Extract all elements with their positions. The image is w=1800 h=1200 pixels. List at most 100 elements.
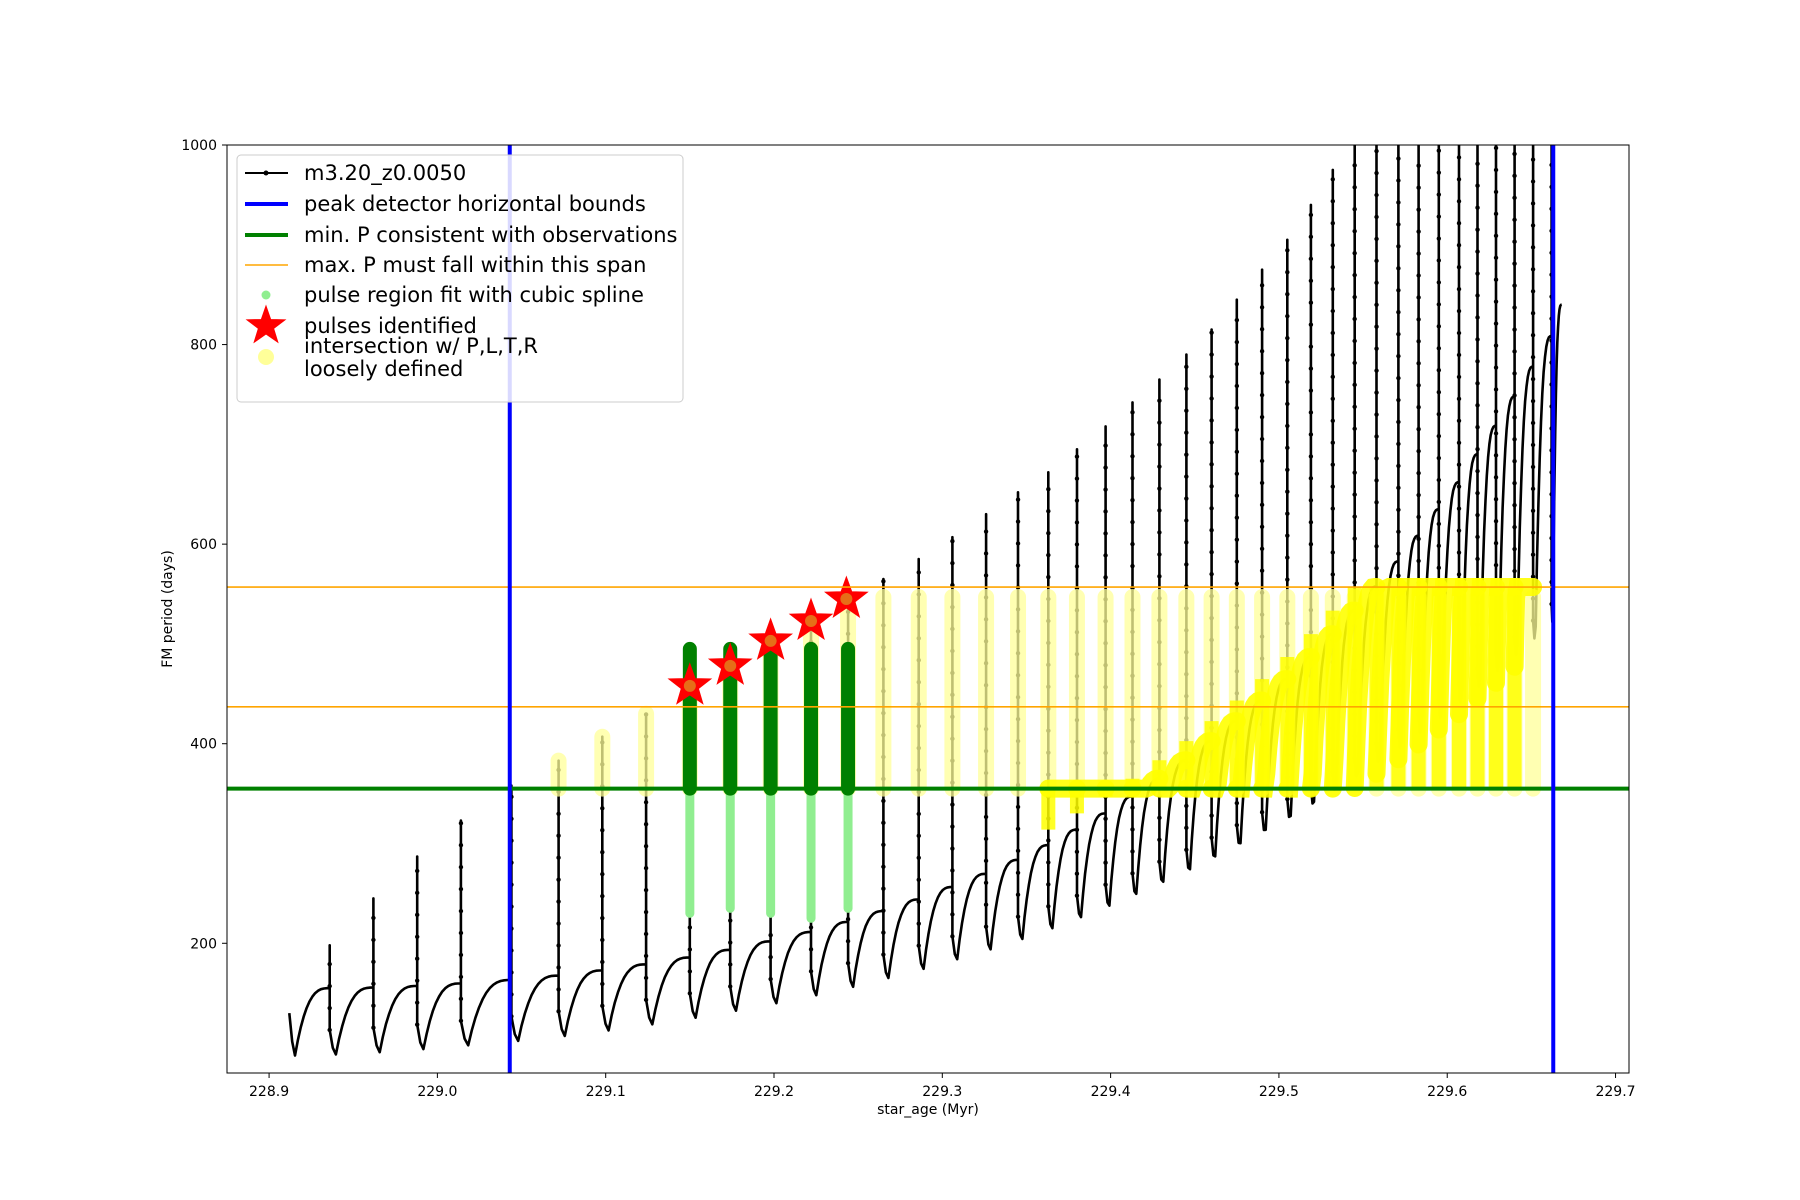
pulse-star-center: [764, 634, 777, 647]
track-point: [458, 886, 464, 892]
track-point: [1285, 577, 1290, 582]
track-point: [1308, 388, 1314, 393]
track-point: [1530, 574, 1536, 579]
track-point: [1475, 425, 1480, 430]
track-point: [983, 880, 989, 885]
x-tick-label: 229.6: [1427, 1084, 1467, 1100]
track-point: [1330, 199, 1335, 204]
track-point: [643, 822, 649, 827]
track-point: [1308, 300, 1314, 305]
track-point: [1308, 278, 1314, 283]
track-point: [1475, 249, 1480, 254]
track-point: [1103, 465, 1108, 470]
track-point: [1396, 156, 1401, 161]
plot-frame: [226, 144, 1630, 1074]
track-point: [1512, 283, 1517, 288]
track-point: [1416, 405, 1421, 410]
track-point: [1396, 178, 1401, 183]
track-point: [983, 858, 989, 864]
track-point: [1234, 822, 1240, 828]
x-tick-label: 229.1: [586, 1084, 626, 1100]
track-point: [1157, 574, 1162, 579]
track-point: [643, 953, 649, 959]
track-point: [1352, 580, 1357, 585]
track-point: [1374, 368, 1379, 373]
track-point: [1416, 273, 1421, 278]
track-point: [1416, 163, 1421, 168]
legend-label: m3.20_z0.0050: [304, 161, 466, 186]
track-point: [371, 959, 376, 965]
track-point: [414, 956, 420, 961]
track-point: [414, 868, 420, 874]
track-point: [1512, 502, 1517, 508]
track-point: [1259, 458, 1265, 464]
track-point: [983, 529, 989, 534]
track-point: [1493, 365, 1499, 370]
track-point: [1493, 299, 1499, 304]
track-point: [1374, 522, 1379, 527]
track-point: [916, 855, 921, 861]
track-point: [1308, 344, 1314, 349]
track-point: [1374, 412, 1379, 417]
track-point: [1512, 480, 1517, 486]
track-point: [1046, 508, 1051, 514]
track-point: [1130, 563, 1135, 569]
track-point: [556, 1009, 561, 1014]
track-point: [556, 899, 561, 904]
track-point: [1436, 258, 1442, 263]
track-point: [1396, 529, 1401, 534]
track-point: [1416, 251, 1421, 256]
track-point: [1456, 286, 1462, 292]
track-point: [1259, 370, 1265, 376]
track-point: [1209, 330, 1214, 335]
track-point: [1234, 559, 1240, 564]
track-point: [1308, 520, 1314, 525]
track-point: [1259, 524, 1265, 530]
track-point: [1374, 148, 1379, 154]
track-point: [600, 915, 605, 921]
track-point: [1512, 217, 1517, 222]
x-tick-label: 229.2: [754, 1084, 794, 1100]
track-point: [1209, 374, 1214, 379]
track-point: [1103, 531, 1108, 536]
track-point: [1330, 220, 1335, 226]
track-point: [1046, 904, 1051, 909]
track-point: [414, 890, 420, 896]
track-point: [1234, 405, 1240, 411]
track-point: [1234, 493, 1240, 498]
track-point: [1456, 418, 1462, 424]
track-point: [1352, 558, 1357, 563]
track-point: [916, 811, 921, 817]
y-axis-label: FM period (days): [160, 550, 176, 668]
track-point: [1374, 258, 1379, 264]
x-axis-label: star_age (Myr): [877, 1102, 979, 1118]
track-point: [1234, 449, 1240, 455]
track-point: [916, 570, 921, 575]
track-point: [1374, 390, 1379, 395]
track-point: [1046, 838, 1051, 843]
y-tick-label: 600: [190, 537, 217, 553]
track-point: [1530, 376, 1536, 382]
track-point: [1374, 544, 1379, 549]
track-point: [1015, 541, 1021, 546]
x-tick-label: 229.7: [1595, 1084, 1635, 1100]
track-point: [1285, 445, 1290, 451]
track-point: [556, 811, 561, 816]
track-point: [1330, 330, 1335, 336]
track-point: [881, 908, 886, 913]
track-point: [1046, 530, 1051, 536]
track-point: [950, 538, 955, 544]
track-point: [1330, 264, 1335, 270]
track-point: [808, 925, 814, 930]
legend-box: [236, 154, 684, 403]
track-point: [1416, 383, 1421, 388]
track-point: [1530, 201, 1536, 206]
track-point: [1396, 222, 1401, 227]
track-point: [1308, 563, 1314, 569]
track-point: [1259, 436, 1265, 442]
track-point: [1374, 346, 1379, 351]
track-point: [327, 1005, 332, 1011]
track-point: [916, 943, 921, 948]
track-point: [983, 551, 989, 556]
